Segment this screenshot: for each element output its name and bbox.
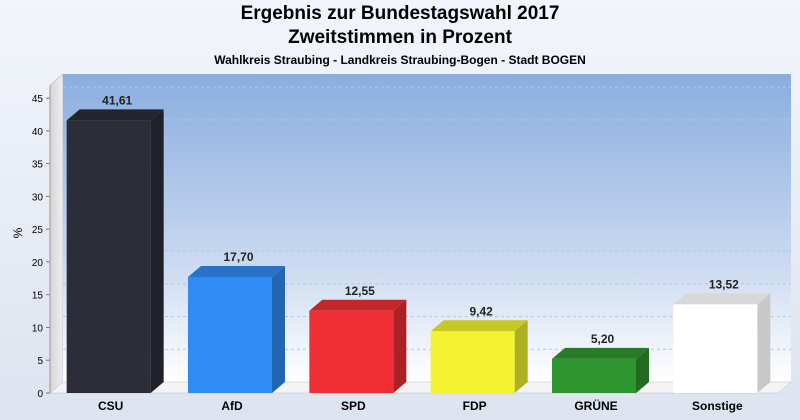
- bar: [673, 304, 758, 393]
- bar-top: [188, 266, 285, 278]
- bar-side: [393, 299, 407, 393]
- bar-top: [66, 109, 164, 121]
- bar-side: [272, 266, 285, 393]
- x-tick-label: SPD: [341, 399, 366, 413]
- y-tick-label: 20: [32, 258, 44, 269]
- data-label: 17,70: [223, 250, 253, 264]
- data-label: 5,20: [591, 332, 615, 346]
- bar-top: [673, 293, 771, 305]
- bar: [188, 277, 272, 393]
- chart-caption: Wahlkreis Straubing - Landkreis Straubin…: [214, 53, 586, 67]
- bar-top: [552, 347, 649, 359]
- bar: [66, 120, 151, 393]
- x-tick-label: CSU: [98, 399, 123, 413]
- data-label: 13,52: [709, 277, 739, 291]
- side-wall: [49, 73, 64, 394]
- chart-subtitle: Zweitstimmen in Prozent: [288, 27, 512, 48]
- y-tick-label: 45: [32, 94, 44, 105]
- bar-side: [757, 293, 771, 393]
- x-tick-label: FDP: [463, 399, 487, 413]
- y-axis-label: %: [11, 227, 25, 238]
- y-tick-label: 35: [32, 160, 44, 171]
- y-tick-label: 5: [37, 356, 43, 367]
- y-tick-label: 0: [37, 389, 43, 400]
- y-tick-label: 30: [32, 192, 44, 203]
- y-tick-label: 25: [32, 225, 44, 236]
- bar: [552, 358, 636, 393]
- x-tick-label: Sonstige: [692, 399, 743, 413]
- bar-top: [430, 320, 528, 332]
- y-tick-label: 15: [32, 291, 44, 302]
- data-label: 12,55: [345, 284, 375, 298]
- y-tick-label: 10: [32, 323, 44, 334]
- data-label: 41,61: [102, 93, 132, 107]
- chart-title: Ergebnis zur Bundestagswahl 2017: [240, 3, 560, 24]
- plot-background: [63, 74, 791, 382]
- bar: [430, 331, 515, 393]
- bar-side: [636, 347, 649, 393]
- x-tick-label: GRÜNE: [574, 398, 617, 413]
- bar: [309, 310, 394, 393]
- bar-side: [150, 109, 164, 393]
- bar-side: [514, 320, 528, 393]
- data-label: 9,42: [469, 304, 493, 318]
- bar-top: [309, 299, 407, 311]
- y-tick-label: 40: [32, 127, 44, 138]
- x-tick-label: AfD: [221, 399, 243, 413]
